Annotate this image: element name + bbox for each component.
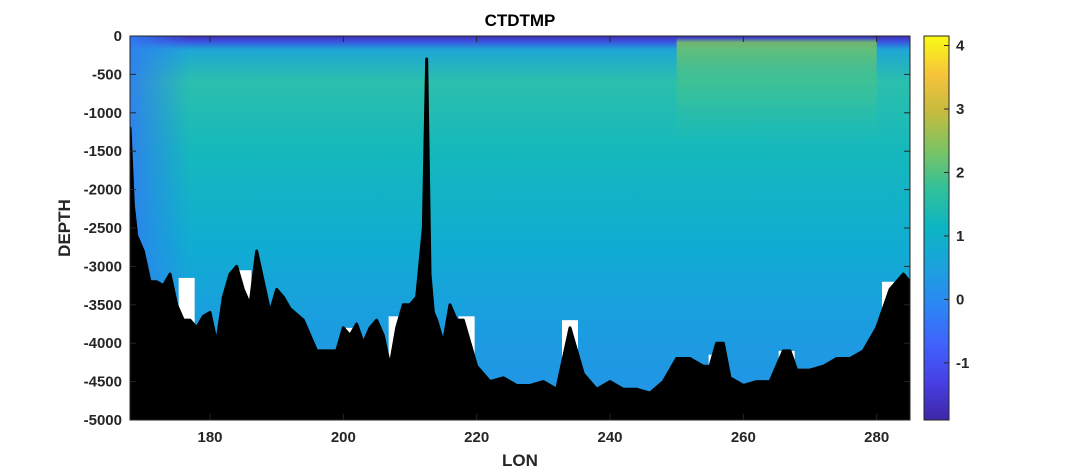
- chart-title: CTDTMP: [485, 11, 556, 30]
- seafloor: [130, 57, 910, 420]
- x-tick-label: 260: [731, 429, 756, 446]
- y-tick-label: -4000: [84, 335, 122, 352]
- y-axis: 0 -500 -1000 -1500 -2000 -2500 -3000 -3500 -4000…: [84, 28, 910, 429]
- warm-water-zone: [676, 37, 877, 142]
- y-tick-label: 0: [114, 28, 122, 45]
- x-axis: 180 200 220 240 260 280: [197, 36, 889, 446]
- y-tick-label: -2500: [84, 220, 122, 237]
- colorbar-tick-label: 0: [956, 291, 964, 308]
- plot-area: [130, 36, 910, 420]
- colorbar-tick-label: 3: [956, 101, 964, 118]
- y-tick-label: -3500: [84, 297, 122, 314]
- y-tick-label: -500: [92, 66, 122, 83]
- colorbar-tick-label: 4: [956, 38, 965, 55]
- y-tick-label: -1500: [84, 143, 122, 160]
- x-axis-label: LON: [502, 451, 538, 470]
- colorbar: [923, 35, 950, 421]
- y-tick-label: -5000: [84, 412, 122, 429]
- colorbar-tick-label: 1: [956, 228, 964, 245]
- y-tick-label: -3000: [84, 258, 122, 275]
- colorbar-ticks: -1 0 1 2 3 4: [944, 38, 969, 372]
- y-tick-label: -2000: [84, 182, 122, 199]
- colorbar-tick-label: -1: [956, 355, 969, 372]
- x-tick-label: 240: [597, 429, 622, 446]
- x-tick-label: 200: [331, 429, 356, 446]
- x-tick-label: 220: [464, 429, 489, 446]
- x-tick-label: 280: [864, 429, 889, 446]
- colorbar-tick-label: 2: [956, 164, 964, 181]
- y-axis-label: DEPTH: [55, 199, 74, 257]
- y-tick-label: -1000: [84, 105, 122, 122]
- y-tick-label: -4500: [84, 374, 122, 391]
- x-tick-label: 180: [197, 429, 222, 446]
